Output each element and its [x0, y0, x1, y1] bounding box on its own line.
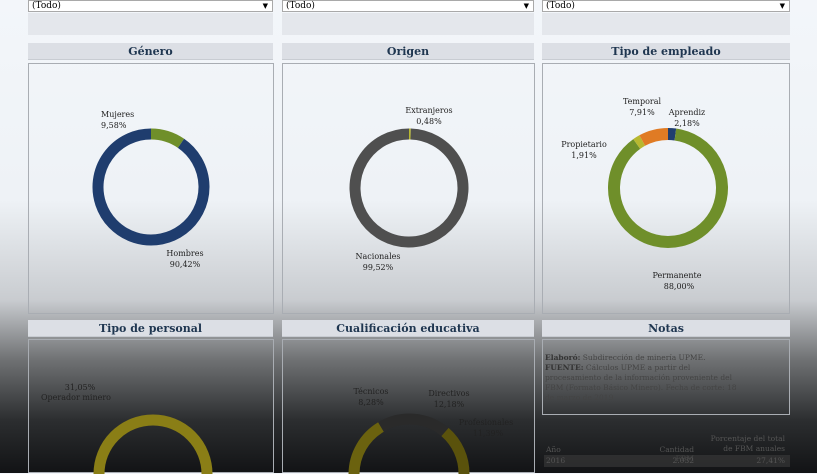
donut-segment-hombres[interactable]: [98, 134, 204, 240]
chart-label: 12,18%: [434, 400, 465, 409]
elabora-text: Subdirección de minería UPME.: [583, 353, 706, 362]
donut-chart-tipo-empleado: Temporal 7,91% Aprendiz 2,18% Propietari…: [543, 64, 791, 315]
filter-strip: [28, 13, 273, 35]
chart-label: Extranjeros: [405, 106, 452, 115]
panel-tipo-empleado: Temporal 7,91% Aprendiz 2,18% Propietari…: [542, 63, 790, 314]
table-header-year: Año: [546, 445, 561, 454]
chart-label: Hombres: [166, 249, 203, 258]
donut-chart-tipo-personal: 31,05% Operador minero: [29, 340, 275, 474]
panel-header-notas: Notas: [542, 320, 790, 337]
panel-header-tipo-personal: Tipo de personal: [28, 320, 273, 337]
donut-segment-permanente[interactable]: [614, 135, 722, 242]
chart-label: Propietario: [561, 140, 607, 149]
filter-strip: [282, 13, 534, 35]
panel-header-origen: Origen: [282, 43, 534, 60]
dropdown-arrow-icon: ▼: [780, 1, 785, 12]
filter-value: (Todo): [32, 1, 61, 11]
panel-header-tipo-empleado: Tipo de empleado: [542, 43, 790, 60]
filter-value: (Todo): [546, 1, 575, 11]
donut-segment-nacionales[interactable]: [355, 134, 463, 242]
chart-label: Operador minero: [41, 393, 111, 402]
donut-chart-cualificacion: Técnicos 8,28% Directivos 12,18% Profesi…: [283, 340, 536, 474]
table-cell-percent: 27,41%: [705, 456, 785, 465]
chart-label: Profesionales: [459, 418, 514, 427]
donut-segment: [381, 419, 445, 432]
donut-segment: [99, 420, 207, 474]
filter-dropdown-1[interactable]: (Todo) ▼: [28, 0, 273, 12]
elabora-label: Elaboró:: [545, 353, 580, 362]
chart-label: 31,05%: [65, 383, 96, 392]
chart-label: 88,00%: [664, 282, 695, 291]
donut-segment-mujeres[interactable]: [151, 134, 181, 143]
chart-label: Directivos: [428, 389, 469, 398]
dropdown-arrow-icon: ▼: [263, 1, 268, 12]
panel-header-genero: Género: [28, 43, 273, 60]
donut-segment: [354, 427, 381, 474]
notes-body: Elaboró: Subdirección de minería UPME. F…: [545, 353, 745, 403]
panel-cualificacion: Técnicos 8,28% Directivos 12,18% Profesi…: [282, 339, 535, 473]
table-cell-count: 2.032: [640, 456, 694, 465]
chart-label: 90,42%: [170, 260, 201, 269]
chart-label: 0,48%: [416, 117, 442, 126]
chart-label: 7,91%: [629, 108, 655, 117]
table-row: 2016 2.032 27,41%: [544, 455, 790, 467]
filter-value: (Todo): [286, 1, 315, 11]
fuente-label: FUENTE:: [545, 363, 584, 372]
chart-label: 11,39%: [473, 429, 504, 438]
filter-dropdown-2[interactable]: (Todo) ▼: [282, 0, 534, 12]
chart-label: Técnicos: [353, 387, 388, 396]
chart-label: 99,52%: [363, 263, 394, 272]
panel-header-cualificacion: Cualificación educativa: [282, 320, 534, 337]
panel-notas: Elaboró: Subdirección de minería UPME. F…: [542, 339, 790, 415]
donut-chart-origen: Extranjeros 0,48% Nacionales 99,52%: [283, 64, 536, 315]
donut-segment-temporal[interactable]: [642, 134, 668, 141]
chart-label: Aprendiz: [668, 108, 706, 117]
chart-label: 8,28%: [358, 398, 384, 407]
table-cell-year: 2016: [546, 456, 565, 465]
donut-segment: [445, 432, 464, 474]
chart-label: 9,58%: [101, 121, 127, 130]
chart-label: Mujeres: [101, 110, 134, 119]
donut-chart-genero: Mujeres 9,58% Hombres 90,42%: [29, 64, 275, 315]
donut-segment-propietario[interactable]: [637, 141, 642, 144]
chart-label: Permanente: [653, 271, 702, 280]
table-header-percent: Porcentaje del total de FBM anuales: [705, 434, 785, 454]
chart-label: 1,91%: [571, 151, 597, 160]
chart-label: Temporal: [623, 97, 662, 106]
dropdown-arrow-icon: ▼: [524, 1, 529, 12]
donut-segment-aprendiz[interactable]: [668, 134, 675, 135]
panel-tipo-personal: 31,05% Operador minero: [28, 339, 274, 473]
panel-genero: Mujeres 9,58% Hombres 90,42%: [28, 63, 274, 314]
chart-label: Nacionales: [356, 252, 401, 261]
panel-origen: Extranjeros 0,48% Nacionales 99,52%: [282, 63, 535, 314]
filter-dropdown-3[interactable]: (Todo) ▼: [542, 0, 790, 12]
filter-strip: [542, 13, 790, 35]
chart-label: 2,18%: [674, 119, 700, 128]
